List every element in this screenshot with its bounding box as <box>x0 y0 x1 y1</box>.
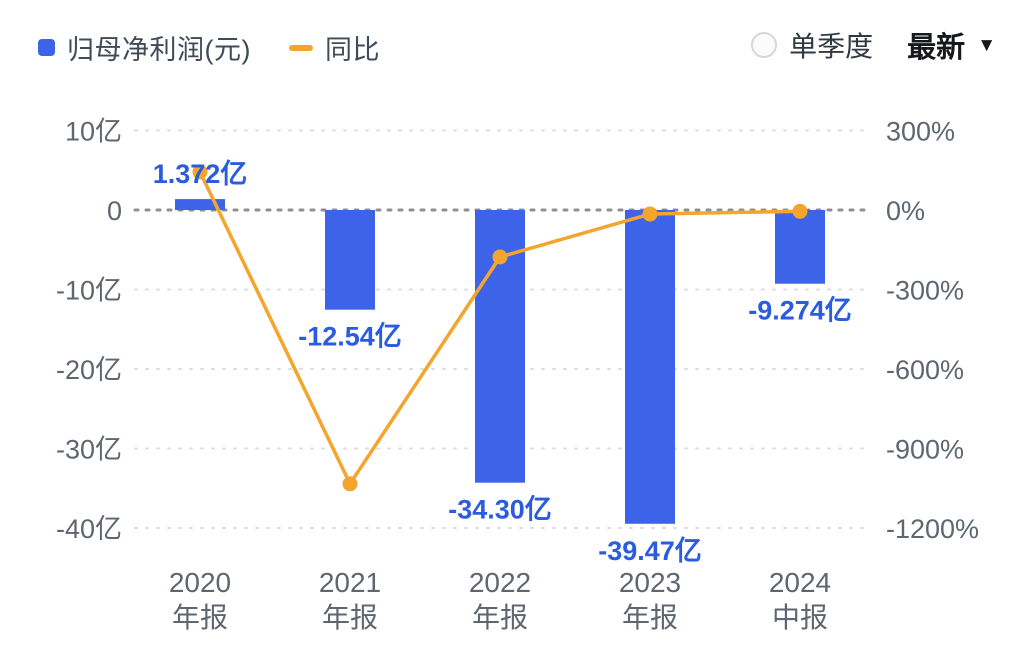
right-axis-tick: 0% <box>886 196 925 226</box>
right-axis-tick: 300% <box>886 117 955 147</box>
profit-bar <box>325 210 375 310</box>
profit-bar <box>775 210 825 284</box>
single-quarter-toggle[interactable]: 单季度 <box>751 25 873 65</box>
profit-bar <box>175 199 225 210</box>
right-axis-tick: -300% <box>886 276 964 306</box>
bar-value-label: 1.372亿 <box>153 159 248 189</box>
left-axis: 10亿 0 -10亿 -20亿 -30亿 -40亿 <box>56 117 122 545</box>
left-axis-tick: -20亿 <box>56 355 122 385</box>
report-period-dropdown[interactable]: 最新 ▼ <box>907 24 996 66</box>
bar-value-label: -39.47亿 <box>598 536 702 566</box>
bar-series <box>175 199 825 524</box>
legend-item-profit: 归母净利润(元) <box>38 28 251 67</box>
x-axis-year-label: 2021 <box>319 567 381 598</box>
x-axis-year-label: 2024 <box>769 567 831 598</box>
legend: 归母净利润(元) 同比 <box>38 28 380 67</box>
bar-value-label: -9.274亿 <box>748 296 852 326</box>
legend-item-yoy: 同比 <box>288 28 380 67</box>
x-axis-year-label: 2023 <box>619 567 681 598</box>
dropdown-selected-label: 最新 <box>907 32 966 64</box>
yoy-point <box>642 206 658 222</box>
chart-controls: 单季度 最新 ▼ <box>751 24 996 66</box>
x-axis-period-label: 年报 <box>472 602 528 633</box>
legend-yoy-label: 同比 <box>324 35 380 65</box>
x-axis: 2020 年报 2021 年报 2022 年报 2023 年报 2024 中报 <box>169 567 831 633</box>
yoy-swatch-icon <box>288 44 313 51</box>
x-axis-period-label: 年报 <box>172 602 228 633</box>
profit-bar <box>625 210 675 524</box>
yoy-point <box>492 249 508 265</box>
left-axis-tick: -30亿 <box>56 435 122 465</box>
right-axis-tick: -900% <box>886 435 964 465</box>
yoy-point <box>792 203 808 219</box>
single-quarter-label: 单季度 <box>789 31 874 62</box>
x-axis-period-label: 中报 <box>772 602 828 633</box>
right-axis-tick: -600% <box>886 355 964 385</box>
bar-value-labels: 1.372亿 -12.54亿 -34.30亿 -39.47亿 -9.274亿 <box>153 159 852 566</box>
right-axis-tick: -1200% <box>886 514 979 544</box>
yoy-line-points <box>192 164 808 492</box>
left-axis-tick: -10亿 <box>56 276 122 306</box>
profit-swatch-icon <box>38 39 55 56</box>
x-axis-year-label: 2020 <box>169 567 231 598</box>
radio-circle-icon[interactable] <box>751 32 778 58</box>
x-axis-period-label: 年报 <box>622 602 678 633</box>
left-axis-tick: -40亿 <box>56 514 122 544</box>
x-axis-year-label: 2022 <box>469 567 531 598</box>
yoy-point <box>192 164 208 180</box>
left-axis-tick: 10亿 <box>65 117 122 147</box>
caret-down-icon: ▼ <box>977 35 996 56</box>
x-axis-period-label: 年报 <box>322 602 378 633</box>
right-axis: 300% 0% -300% -600% -900% -1200% <box>886 117 979 545</box>
yoy-point <box>342 476 358 492</box>
chart-header: 归母净利润(元) 同比 单季度 最新 ▼ <box>0 0 1024 72</box>
bar-value-label: -34.30亿 <box>448 495 552 525</box>
legend-profit-label: 归母净利润(元) <box>67 35 251 65</box>
left-axis-tick: 0 <box>107 196 122 226</box>
bar-value-label: -12.54亿 <box>298 322 402 352</box>
